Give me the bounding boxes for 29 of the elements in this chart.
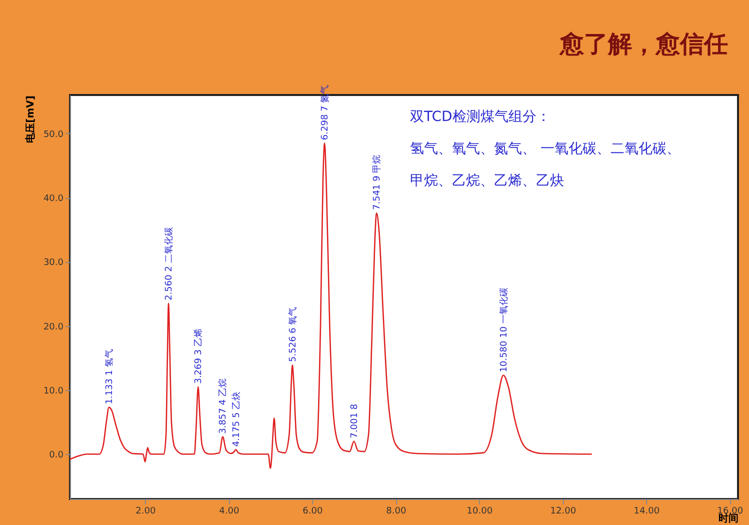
annotation: 甲烷、乙烷、乙烯、乙炔 (410, 173, 564, 189)
y-tick-label: 10.0 (43, 386, 64, 396)
y-tick-label: 50.0 (43, 130, 64, 140)
annotation: 1.133 1 氢气 (104, 349, 115, 404)
annotation: 10.580 10 一氧化碳 (498, 288, 510, 372)
x-tick-label: 8.00 (386, 506, 406, 516)
x-tick-label: 6.00 (302, 506, 323, 516)
annotation: 5.526 6 氧气 (287, 306, 298, 362)
annotation: 6.298 7 氮气 (320, 84, 331, 140)
annotation: 2.560 2 二氧化碳 (164, 227, 175, 300)
x-tick-label: 4.00 (219, 506, 240, 516)
annotation: 3.269 3 乙烯 (193, 328, 204, 384)
annotation: 3.857 4 乙烷 (218, 378, 229, 434)
x-axis-title: 时间 (718, 512, 738, 524)
x-tick-label: 12.00 (550, 506, 576, 516)
y-tick-label: 20.0 (43, 322, 64, 332)
annotation: 双TCD检测煤气组分： (410, 109, 550, 125)
annotation: 7.001 8 (350, 404, 360, 438)
y-axis-title: 电压[mV] (24, 96, 36, 143)
y-tick-label: 30.0 (43, 258, 64, 268)
x-tick-label: 2.00 (136, 506, 156, 516)
annotation: 7.541 9 甲烷 (371, 154, 382, 210)
x-tick-label: 10.00 (466, 506, 493, 516)
x-tick-label: 14.00 (634, 506, 660, 516)
y-tick-label: 40.0 (43, 194, 64, 204)
annotation: 氢气、氧气、氮气、 一氧化碳、二氧化碳、 (410, 141, 680, 157)
y-tick-label: 0.0 (49, 450, 64, 461)
chart-title: 愈了解，愈信任 (559, 30, 728, 58)
annotation: 4.175 5 乙炔 (230, 391, 242, 447)
